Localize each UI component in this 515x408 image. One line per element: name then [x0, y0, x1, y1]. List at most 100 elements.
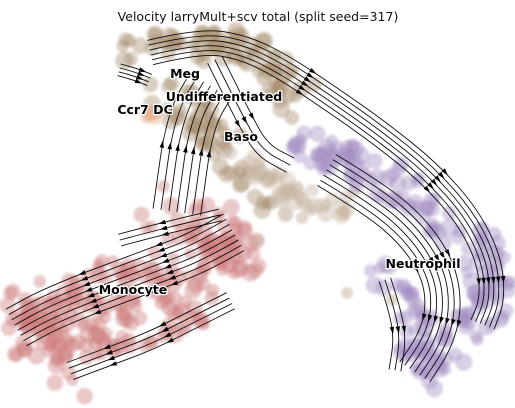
cell-point — [184, 281, 202, 299]
cell-point — [486, 226, 502, 242]
stream-arrow — [158, 321, 167, 327]
stream-line — [147, 30, 505, 330]
cell-point — [486, 255, 504, 273]
cell-point — [276, 50, 294, 68]
stream-line — [335, 154, 461, 383]
cell-point — [309, 125, 326, 142]
cell-point — [407, 194, 423, 210]
cell-point — [0, 296, 16, 314]
stream-line — [323, 174, 438, 369]
cell-point — [453, 308, 470, 325]
stream-arrow — [423, 185, 431, 193]
cell-point — [278, 206, 294, 222]
stream-arrow — [423, 259, 430, 267]
cell-point — [124, 266, 140, 281]
stream-line — [200, 98, 232, 216]
stream-arrow — [441, 168, 448, 176]
stream-arrow — [138, 67, 147, 73]
stream-arrow — [93, 309, 102, 314]
stream-line — [317, 185, 426, 363]
cell-point — [46, 374, 64, 392]
cell-point — [461, 266, 474, 279]
stream-line — [149, 40, 495, 326]
cell-point — [169, 212, 187, 230]
stream-arrow — [412, 264, 419, 273]
cell-point — [469, 329, 483, 343]
cell-point — [232, 258, 250, 276]
stream-arrow — [206, 149, 212, 158]
cluster-label-meg: Meg — [170, 66, 200, 81]
cell-point — [253, 201, 271, 219]
cell-point — [33, 275, 47, 288]
cell-point — [348, 178, 364, 194]
cell-point — [267, 72, 283, 88]
stream-arrow — [428, 314, 433, 322]
cell-point — [77, 318, 92, 332]
stream-arrow — [433, 315, 439, 324]
stream-arrow — [427, 182, 434, 190]
cell-point — [119, 314, 134, 329]
cell-point — [264, 172, 276, 184]
stream-arrow — [301, 80, 309, 87]
stream-line — [326, 169, 443, 373]
stream-arrow — [168, 275, 176, 280]
cell-point — [226, 215, 240, 229]
stream-line — [151, 50, 485, 322]
stream-arrow — [445, 317, 450, 326]
cell-point — [313, 156, 329, 172]
cell-point — [381, 258, 398, 275]
stream-line — [17, 234, 236, 331]
cell-point — [304, 204, 317, 217]
cell-point — [115, 51, 134, 70]
cell-point — [417, 324, 431, 339]
cell-point — [391, 161, 407, 177]
cell-point — [325, 192, 339, 206]
cell-point — [16, 318, 29, 331]
stream-arrow — [428, 256, 435, 265]
stream-line — [329, 164, 449, 376]
stream-arrow — [439, 316, 444, 325]
cell-point — [341, 287, 353, 299]
cell-point — [313, 198, 330, 215]
cluster-label-undifferentiated: Undifferentiated — [166, 89, 283, 104]
stream-arrow — [78, 270, 87, 275]
stream-arrow — [481, 277, 486, 286]
cell-point — [195, 52, 212, 69]
stream-arrow — [134, 78, 143, 84]
stream-arrow — [164, 263, 172, 269]
stream-arrow — [451, 318, 456, 327]
stream-arrow — [422, 313, 427, 321]
stream-line — [148, 35, 500, 328]
stream-arrow — [418, 262, 424, 270]
stream-line — [192, 93, 225, 215]
stream-arrow — [159, 252, 168, 258]
stream-line — [390, 277, 406, 372]
cell-point — [409, 340, 425, 356]
cell-point — [201, 109, 216, 123]
stream-arrow — [166, 269, 174, 275]
stream-arrow — [198, 148, 204, 156]
stream-line — [11, 224, 230, 320]
cell-point — [204, 290, 219, 306]
stream-line — [8, 218, 227, 315]
cluster-label-baso: Baso — [224, 129, 258, 144]
cell-point — [433, 355, 447, 369]
cell-point — [278, 181, 294, 197]
cell-point — [96, 269, 112, 285]
cell-point — [279, 87, 296, 105]
stream-arrow — [500, 275, 506, 284]
stream-arrow — [167, 142, 172, 150]
stream-line — [176, 85, 211, 213]
cell-point — [7, 345, 25, 363]
cell-point — [188, 111, 202, 125]
cell-point — [110, 262, 129, 280]
stream-arrow — [298, 84, 306, 91]
cell-point — [66, 373, 79, 386]
stream-arrow — [85, 287, 93, 292]
cell-points — [0, 21, 515, 405]
stream-arrow — [157, 247, 165, 252]
cell-point — [91, 317, 107, 332]
stream-arrow — [495, 276, 501, 284]
stream-arrow — [109, 361, 118, 366]
cell-point — [365, 276, 384, 294]
